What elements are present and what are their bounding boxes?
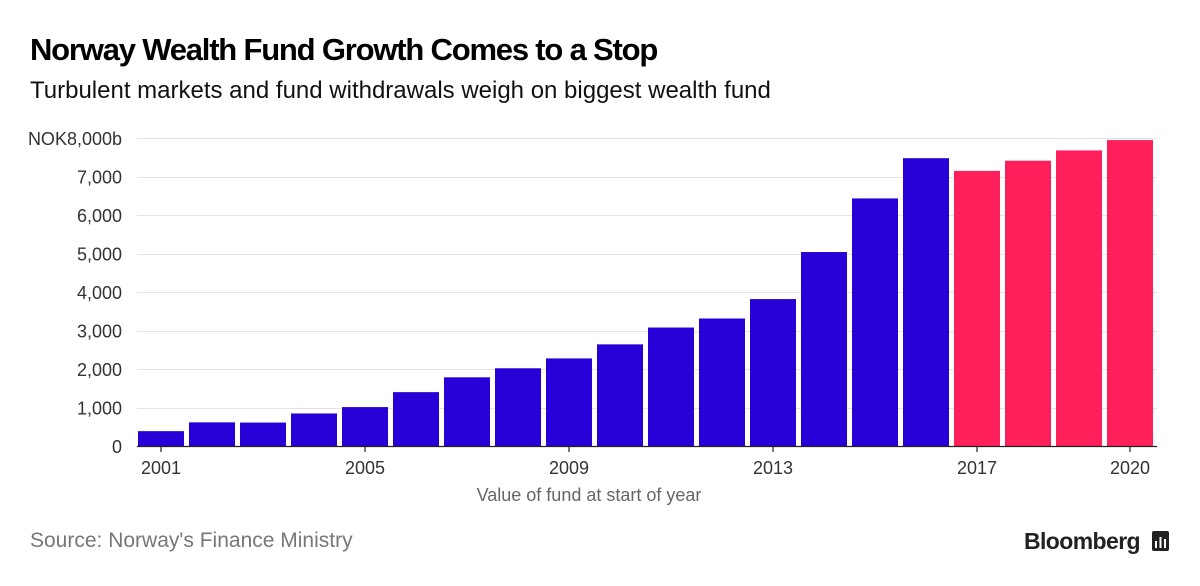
bar-2014 bbox=[801, 252, 847, 446]
y-tick-label: 1,000 bbox=[77, 399, 122, 419]
bar-2018 bbox=[1005, 160, 1051, 446]
x-tick-label: 2020 bbox=[1110, 458, 1150, 478]
bar-2006 bbox=[393, 392, 439, 446]
bar-2007 bbox=[444, 377, 490, 446]
axes bbox=[137, 445, 1157, 452]
y-tick-labels: 0 1,000 2,000 3,000 4,000 5,000 6,000 7,000 NOK8… bbox=[28, 129, 122, 457]
gridlines bbox=[137, 138, 1157, 409]
x-tick-label: 2005 bbox=[345, 458, 385, 478]
bar-2011 bbox=[648, 327, 694, 446]
y-tick-label: 4,000 bbox=[77, 283, 122, 303]
bar-2009 bbox=[546, 358, 592, 446]
x-tick-label: 2001 bbox=[141, 458, 181, 478]
y-tick-label: 5,000 bbox=[77, 245, 122, 265]
chart-title: Norway Wealth Fund Growth Comes to a Sto… bbox=[30, 32, 658, 67]
y-tick-label: 0 bbox=[112, 437, 122, 457]
bar-2003 bbox=[240, 422, 286, 446]
y-tick-label: 6,000 bbox=[77, 206, 122, 226]
bar-2001 bbox=[138, 431, 184, 446]
bloomberg-terminal-icon bbox=[1152, 531, 1169, 551]
bar-2019 bbox=[1056, 150, 1102, 446]
source-note: Source: Norway's Finance Ministry bbox=[30, 529, 353, 552]
bar-2005 bbox=[342, 407, 388, 446]
bar-2020 bbox=[1107, 140, 1153, 446]
x-tick-label: 2009 bbox=[549, 458, 589, 478]
x-tick-label: 2013 bbox=[753, 458, 793, 478]
bar-2016 bbox=[903, 158, 949, 446]
bar-2015 bbox=[852, 198, 898, 446]
chart-subtitle: Turbulent markets and fund withdrawals w… bbox=[30, 77, 771, 104]
bar-2004 bbox=[291, 413, 337, 446]
bar-2017 bbox=[954, 170, 1000, 446]
x-axis-label: Value of fund at start of year bbox=[477, 485, 702, 505]
x-tick-labels: 2001 2005 2009 2013 2017 2020 bbox=[141, 458, 1150, 478]
y-tick-label: 2,000 bbox=[77, 360, 122, 380]
y-tick-label: NOK8,000b bbox=[28, 129, 122, 149]
y-tick-label: 3,000 bbox=[77, 322, 122, 342]
bars bbox=[138, 140, 1153, 446]
bar-2002 bbox=[189, 422, 235, 446]
y-tick-label: 7,000 bbox=[77, 168, 122, 188]
bar-2010 bbox=[597, 344, 643, 446]
bar-2013 bbox=[750, 299, 796, 446]
bar-2008 bbox=[495, 368, 541, 446]
x-tick-label: 2017 bbox=[957, 458, 997, 478]
bar-2012 bbox=[699, 318, 745, 446]
brand-logo: Bloomberg bbox=[1024, 528, 1141, 554]
